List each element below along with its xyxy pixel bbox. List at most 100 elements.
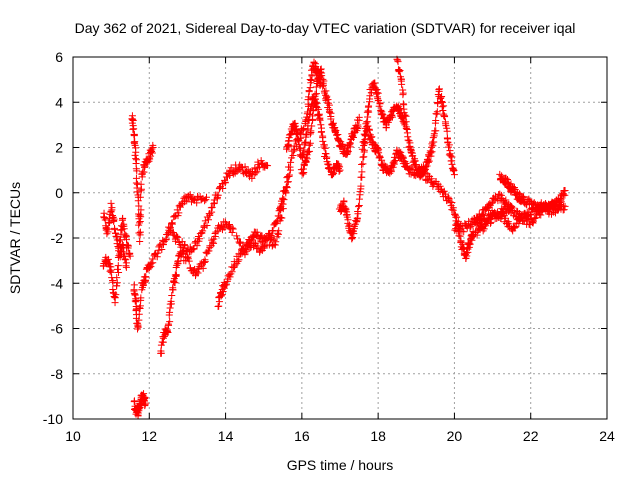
data-point bbox=[438, 98, 446, 106]
data-point bbox=[452, 213, 460, 221]
data-point bbox=[216, 184, 224, 192]
data-point bbox=[283, 174, 291, 182]
data-point bbox=[561, 186, 569, 194]
data-point bbox=[286, 163, 294, 171]
data-point bbox=[250, 243, 258, 251]
data-point bbox=[190, 245, 198, 253]
data-point bbox=[360, 141, 368, 149]
data-point bbox=[365, 102, 373, 110]
series-track-d bbox=[130, 191, 210, 333]
data-point bbox=[336, 166, 344, 174]
data-point bbox=[113, 279, 121, 287]
data-point bbox=[283, 183, 291, 191]
data-point bbox=[319, 137, 327, 145]
data-point bbox=[328, 120, 336, 128]
data-point bbox=[108, 204, 116, 212]
data-point bbox=[203, 222, 211, 230]
data-point bbox=[116, 236, 124, 244]
data-point bbox=[136, 228, 144, 236]
data-point bbox=[107, 207, 115, 215]
data-point bbox=[154, 249, 162, 257]
data-point bbox=[166, 224, 174, 232]
data-point bbox=[510, 224, 518, 232]
data-point bbox=[209, 238, 217, 246]
data-point bbox=[326, 108, 334, 116]
data-point bbox=[463, 252, 471, 260]
y-tick-label: 4 bbox=[55, 94, 63, 110]
data-point bbox=[264, 162, 272, 170]
data-point bbox=[404, 133, 412, 141]
data-point bbox=[444, 138, 452, 146]
data-point bbox=[135, 405, 143, 413]
data-point bbox=[350, 225, 358, 233]
data-point bbox=[530, 215, 538, 223]
y-tick-label: -2 bbox=[51, 230, 64, 246]
data-point bbox=[464, 248, 472, 256]
data-point bbox=[149, 144, 157, 151]
data-point bbox=[153, 253, 161, 261]
data-point bbox=[159, 236, 167, 244]
data-point bbox=[316, 116, 324, 124]
data-point bbox=[145, 264, 153, 272]
data-point bbox=[131, 297, 139, 305]
data-point bbox=[284, 173, 292, 181]
data-point bbox=[253, 228, 261, 236]
data-point bbox=[289, 152, 297, 160]
data-point bbox=[312, 83, 320, 91]
data-point bbox=[357, 182, 365, 190]
data-point bbox=[113, 274, 121, 282]
data-point bbox=[532, 214, 540, 222]
data-point bbox=[300, 124, 308, 132]
data-point bbox=[237, 238, 245, 246]
data-point bbox=[166, 308, 174, 316]
data-point bbox=[167, 297, 175, 305]
data-point bbox=[194, 269, 202, 277]
data-point bbox=[149, 255, 157, 263]
data-point bbox=[159, 240, 167, 248]
data-point bbox=[376, 99, 384, 107]
data-point bbox=[496, 170, 504, 178]
y-tick-label: 0 bbox=[55, 185, 63, 201]
data-point bbox=[420, 168, 428, 176]
data-point bbox=[466, 224, 474, 232]
data-point bbox=[109, 278, 117, 286]
series-track-f bbox=[157, 218, 237, 357]
data-point bbox=[505, 220, 513, 228]
data-point bbox=[137, 294, 145, 302]
data-points bbox=[99, 55, 569, 420]
data-point bbox=[478, 211, 486, 219]
data-point bbox=[432, 117, 440, 125]
data-point bbox=[171, 279, 179, 287]
data-point bbox=[168, 220, 176, 228]
data-point bbox=[527, 210, 535, 218]
data-point bbox=[401, 111, 409, 119]
data-point bbox=[310, 59, 318, 67]
data-point bbox=[324, 96, 332, 104]
data-point bbox=[137, 206, 145, 214]
data-point bbox=[268, 226, 276, 234]
data-point bbox=[503, 219, 511, 227]
data-point bbox=[354, 121, 362, 129]
data-point bbox=[434, 100, 442, 108]
data-point bbox=[327, 113, 335, 121]
data-point bbox=[218, 291, 226, 299]
y-tick-label: 6 bbox=[55, 49, 63, 65]
data-point bbox=[392, 156, 400, 164]
data-point bbox=[133, 167, 141, 175]
data-point bbox=[366, 126, 373, 134]
data-point bbox=[226, 273, 234, 281]
data-point bbox=[374, 144, 382, 152]
x-tick-label: 16 bbox=[294, 428, 310, 444]
data-point bbox=[200, 259, 208, 267]
data-point bbox=[174, 233, 182, 241]
data-point bbox=[148, 149, 156, 157]
data-point bbox=[304, 148, 312, 156]
data-point bbox=[386, 169, 394, 177]
data-point bbox=[456, 232, 464, 240]
data-point bbox=[166, 318, 174, 326]
data-point bbox=[121, 252, 129, 260]
data-point bbox=[120, 225, 128, 233]
data-point bbox=[193, 199, 201, 207]
data-point bbox=[306, 84, 314, 92]
chart-title: Day 362 of 2021, Sidereal Day-to-day VTE… bbox=[75, 20, 576, 36]
